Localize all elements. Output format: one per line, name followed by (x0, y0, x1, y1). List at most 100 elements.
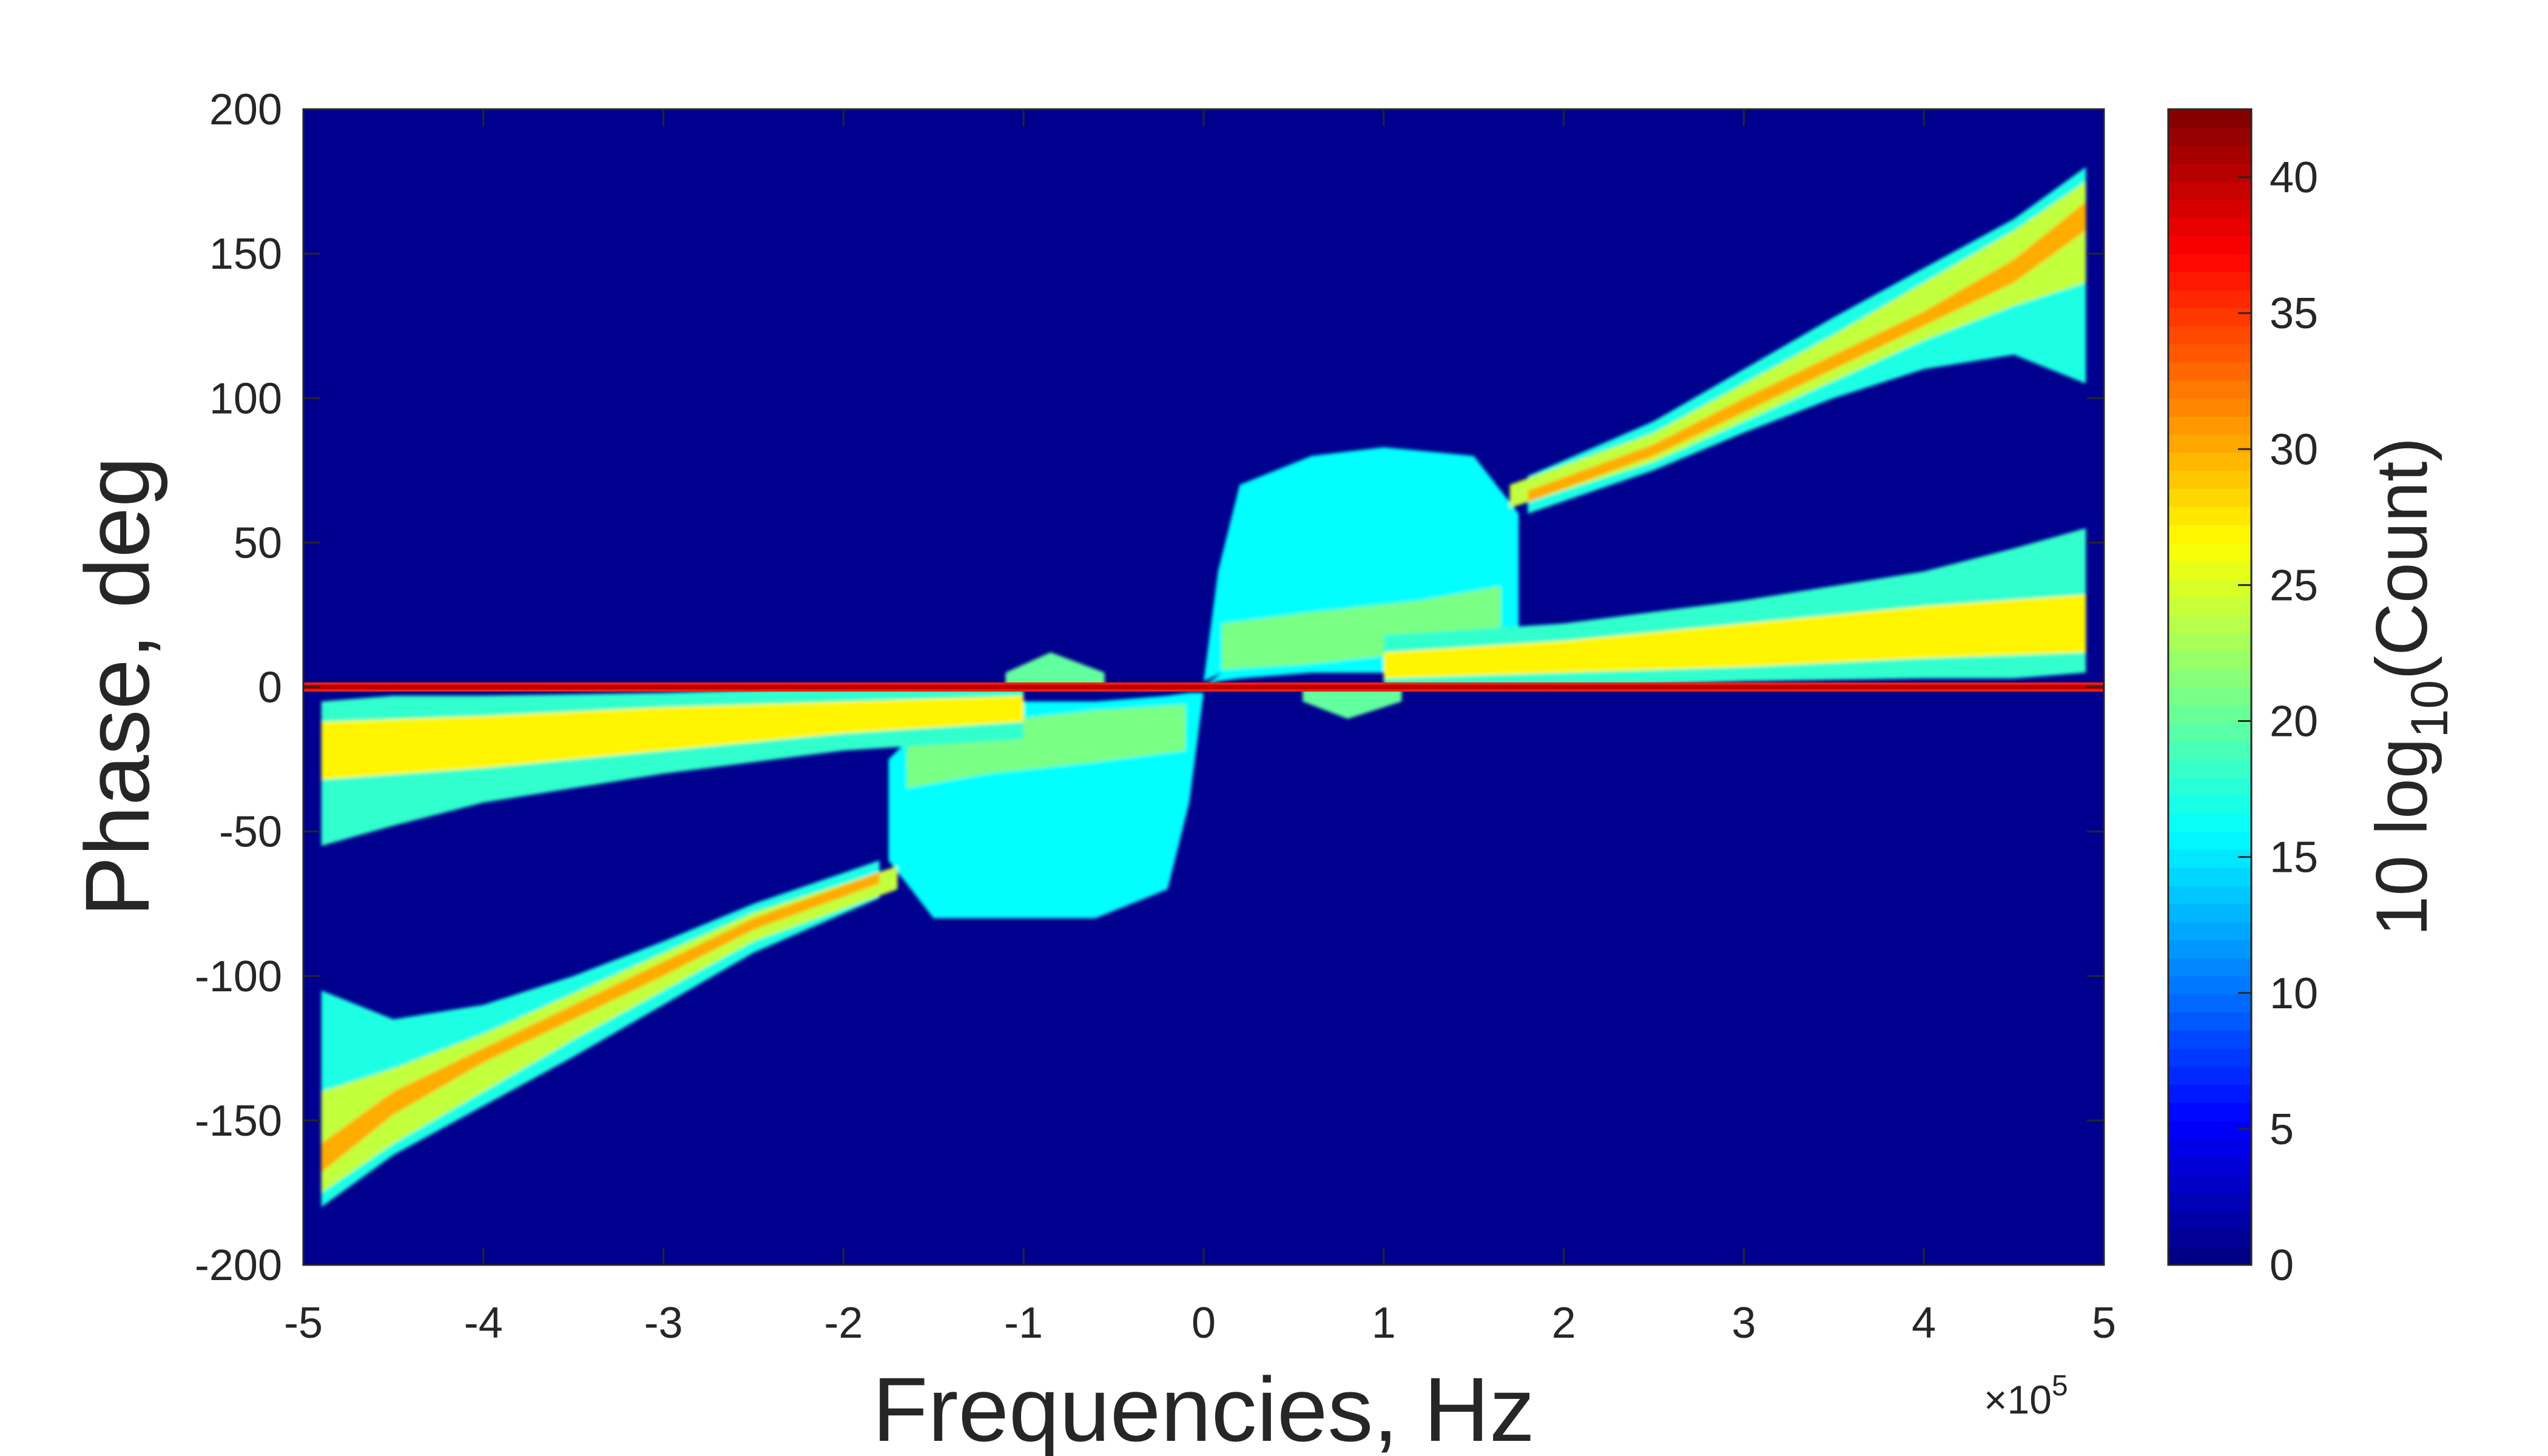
y-tick-label: -150 (195, 1097, 282, 1145)
colorbar-step (2168, 723, 2251, 742)
colorbar-tick-label: 0 (2270, 1241, 2294, 1290)
colorbar-step (2168, 615, 2251, 634)
x-tick-label: 3 (1731, 1299, 1756, 1347)
colorbar-label-prefix: 10 log (2361, 738, 2442, 936)
colorbar-step (2168, 326, 2251, 345)
heatmap-dip-right (1303, 687, 1402, 719)
heatmap-ramp-right-main (1509, 181, 2086, 508)
colorbar-tick-label: 25 (2270, 561, 2318, 610)
colorbar-tick-label: 40 (2270, 153, 2318, 202)
colorbar-step (2168, 561, 2251, 579)
x-tick-label: 4 (1912, 1299, 1936, 1347)
colorbar-step (2168, 289, 2251, 309)
colorbar-step (2168, 1030, 2251, 1049)
heatmap-bands (321, 167, 2086, 1207)
colorbar-step (2168, 922, 2251, 941)
colorbar-step (2168, 1247, 2251, 1266)
y-tick-label: 150 (209, 230, 282, 278)
colorbar-ticks: 0 5 10 15 20 25 30 35 40 (2238, 153, 2318, 1290)
colorbar-step (2168, 868, 2251, 886)
colorbar-step (2168, 145, 2251, 164)
colorbar-step (2168, 235, 2251, 254)
colorbar-step (2168, 488, 2251, 507)
colorbar-step (2168, 1012, 2251, 1031)
y-axis-label: Phase, deg (66, 457, 168, 917)
colorbar-step (2168, 380, 2251, 399)
x-tick-label: -5 (284, 1299, 323, 1347)
colorbar-step (2168, 831, 2251, 851)
colorbar-step (2168, 885, 2251, 905)
heatmap-dip-left (1005, 652, 1105, 687)
y-tick-label: -50 (219, 808, 282, 857)
colorbar-step (2168, 1228, 2251, 1248)
colorbar-tick-label: 20 (2270, 698, 2318, 746)
x-tick-label: 5 (2092, 1299, 2116, 1347)
y-axis: 200 150 100 50 0 -50 -100 -150 -200 (195, 86, 2104, 1290)
colorbar-step (2168, 542, 2251, 561)
colorbar-step (2168, 362, 2251, 381)
colorbar-step (2168, 452, 2251, 471)
colorbar-step (2168, 217, 2251, 237)
x-tick-label: -2 (824, 1299, 863, 1347)
colorbar-step (2168, 994, 2251, 1013)
colorbar-step (2168, 181, 2251, 200)
colorbar-step (2168, 506, 2251, 525)
colorbar-step (2168, 163, 2251, 182)
heatmap-layer (303, 167, 2104, 1207)
colorbar-step (2168, 669, 2251, 688)
heatmap-ramp-right-core (1528, 201, 2086, 502)
heatmap-ramp-left-main (321, 866, 898, 1193)
heatmap-shallow-right-core (1383, 595, 2086, 679)
colorbar-step (2168, 578, 2251, 598)
x-tick-label: 1 (1372, 1299, 1396, 1347)
colorbar-step (2168, 1175, 2251, 1193)
colorbar-step (2168, 650, 2251, 670)
colorbar-tick-label: 35 (2270, 289, 2318, 338)
colorbar-step (2168, 687, 2251, 706)
heatmap-zero-line-core (303, 684, 2104, 690)
colorbar-step (2168, 398, 2251, 417)
colorbar-step (2168, 1192, 2251, 1212)
y-tick-label: 200 (209, 86, 282, 134)
colorbar-tick-label: 5 (2270, 1105, 2294, 1154)
colorbar-tick-label: 10 (2270, 969, 2318, 1018)
y-tick-label: 0 (258, 664, 282, 712)
x-tick-label: 2 (1552, 1299, 1576, 1347)
x-exponent: ×105 (1984, 1370, 2068, 1422)
colorbar-label-sub: 10 (2401, 680, 2459, 738)
colorbar-step (2168, 813, 2251, 832)
colorbar-step (2168, 903, 2251, 923)
colorbar-label: 10 log10(Count) (2361, 437, 2459, 937)
colorbar-step (2168, 1156, 2251, 1175)
heatmap-shallow-left-core (321, 695, 1024, 780)
colorbar-step (2168, 434, 2251, 453)
colorbar-step (2168, 308, 2251, 326)
y-tick-label: -100 (195, 952, 282, 1001)
colorbar-step (2168, 1048, 2251, 1067)
colorbar-step (2168, 633, 2251, 652)
colorbar-tick-label: 30 (2270, 425, 2318, 474)
colorbar-step (2168, 271, 2251, 291)
heatmap-ramp-left-core (321, 872, 880, 1173)
colorbar (2168, 109, 2251, 1266)
x-exponent-base: ×10 (1984, 1377, 2052, 1422)
colorbar-step (2168, 596, 2251, 616)
colorbar-step (2168, 976, 2251, 995)
x-axis-label: Frequencies, Hz (872, 1358, 1535, 1456)
x-axis: -5 -4 -3 -2 -1 0 1 2 3 4 5 (284, 109, 2116, 1347)
x-tick-label: 0 (1191, 1299, 1216, 1347)
x-exponent-power: 5 (2052, 1370, 2068, 1402)
y-tick-label: 50 (234, 519, 282, 567)
colorbar-step (2168, 1138, 2251, 1158)
y-tick-label: -200 (195, 1241, 282, 1290)
colorbar-step (2168, 109, 2251, 128)
colorbar-tick-label: 15 (2270, 834, 2318, 882)
x-tick-label: -4 (464, 1299, 503, 1347)
colorbar-step (2168, 254, 2251, 272)
colorbar-border (2167, 108, 2253, 1266)
colorbar-step (2168, 416, 2251, 435)
colorbar-step (2168, 1102, 2251, 1121)
colorbar-step (2168, 1120, 2251, 1139)
colorbar-step (2168, 759, 2251, 778)
colorbar-step (2168, 524, 2251, 544)
